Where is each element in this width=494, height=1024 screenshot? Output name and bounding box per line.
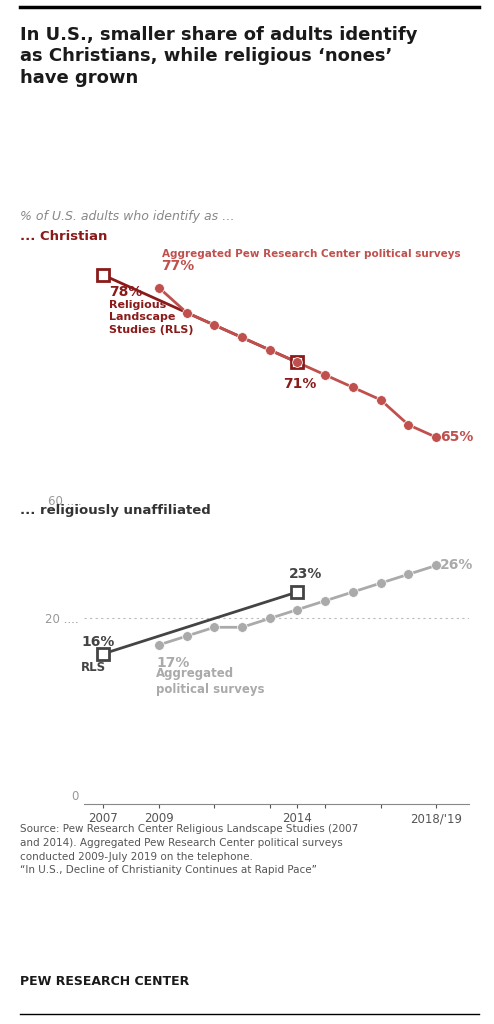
- Text: 17%: 17%: [156, 655, 189, 670]
- Text: ... Christian: ... Christian: [20, 230, 107, 244]
- Text: 16%: 16%: [81, 635, 115, 649]
- Text: 23%: 23%: [289, 566, 323, 581]
- Text: 78%: 78%: [109, 285, 142, 299]
- Text: 77%: 77%: [162, 259, 195, 272]
- Text: 71%: 71%: [284, 378, 317, 391]
- Text: RLS: RLS: [81, 660, 106, 674]
- Text: Aggregated Pew Research Center political surveys: Aggregated Pew Research Center political…: [162, 249, 460, 259]
- Text: 65%: 65%: [440, 430, 474, 444]
- Text: Aggregated
political surveys: Aggregated political surveys: [156, 667, 265, 696]
- Text: ... religiously unaffiliated: ... religiously unaffiliated: [20, 504, 210, 517]
- Text: 26%: 26%: [440, 558, 474, 572]
- Text: % of U.S. adults who identify as …: % of U.S. adults who identify as …: [20, 210, 234, 223]
- Text: Source: Pew Research Center Religious Landscape Studies (2007
and 2014). Aggrega: Source: Pew Research Center Religious La…: [20, 824, 358, 876]
- Text: In U.S., smaller share of adults identify
as Christians, while religious ‘nones’: In U.S., smaller share of adults identif…: [20, 26, 417, 87]
- Text: PEW RESEARCH CENTER: PEW RESEARCH CENTER: [20, 975, 189, 988]
- Text: Religious
Landscape
Studies (RLS): Religious Landscape Studies (RLS): [109, 300, 194, 335]
